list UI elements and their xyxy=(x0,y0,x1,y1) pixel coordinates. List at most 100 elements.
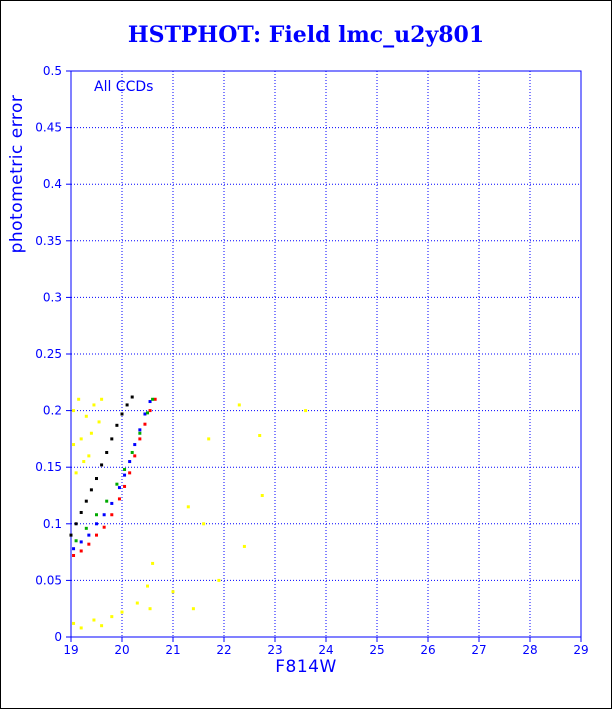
data-point xyxy=(87,533,91,537)
y-tick-label: 0.1 xyxy=(43,517,62,531)
data-point xyxy=(258,434,262,438)
chart-title: HSTPHOT: Field lmc_u2y801 xyxy=(127,22,485,48)
data-point xyxy=(69,533,73,537)
data-point xyxy=(84,526,88,530)
data-point xyxy=(151,561,155,565)
data-point xyxy=(202,522,206,526)
data-point xyxy=(133,443,137,447)
data-point xyxy=(84,499,88,503)
data-point xyxy=(79,510,83,514)
data-point xyxy=(143,412,147,416)
data-point xyxy=(110,513,114,517)
x-tick-label: 19 xyxy=(63,643,78,657)
data-point xyxy=(151,397,155,401)
x-tick-label: 22 xyxy=(216,643,231,657)
data-point xyxy=(115,482,119,486)
data-point xyxy=(110,437,114,441)
data-point xyxy=(171,590,175,594)
data-point xyxy=(77,397,81,401)
y-tick-label: 0.15 xyxy=(35,460,62,474)
data-point xyxy=(95,513,98,517)
x-axis-label: F814W xyxy=(275,657,337,677)
x-tick-label: 25 xyxy=(369,643,384,657)
data-point xyxy=(95,522,98,526)
data-point xyxy=(191,607,195,611)
x-tick-label: 21 xyxy=(165,643,180,657)
data-point xyxy=(138,431,142,435)
data-point xyxy=(237,403,241,407)
y-tick-label: 0.05 xyxy=(35,573,62,587)
data-point xyxy=(74,522,78,526)
data-point xyxy=(123,484,127,488)
data-point xyxy=(89,431,93,435)
data-point xyxy=(74,471,78,475)
data-point xyxy=(115,423,119,427)
x-tick-label: 27 xyxy=(471,643,486,657)
data-point xyxy=(87,542,91,546)
data-point xyxy=(92,403,96,407)
x-tick-label: 29 xyxy=(573,643,588,657)
data-point xyxy=(87,454,91,458)
chart-annotation: All CCDs xyxy=(94,79,154,95)
data-point xyxy=(148,400,152,404)
data-point xyxy=(128,471,132,475)
data-point xyxy=(117,486,121,490)
y-tick-label: 0.35 xyxy=(35,234,62,248)
data-point xyxy=(72,547,76,551)
data-point xyxy=(138,437,142,441)
data-point xyxy=(242,544,246,548)
data-point xyxy=(89,488,93,492)
data-point xyxy=(97,420,101,424)
data-point xyxy=(79,437,83,441)
data-point xyxy=(92,618,96,622)
data-point xyxy=(110,501,114,505)
data-point xyxy=(102,525,106,529)
data-point xyxy=(153,397,157,401)
x-tick-label: 20 xyxy=(114,643,129,657)
x-tick-label: 23 xyxy=(267,643,282,657)
data-point xyxy=(120,412,124,416)
data-point xyxy=(120,610,124,614)
data-point xyxy=(105,499,109,503)
y-tick-label: 0 xyxy=(54,630,62,644)
data-point xyxy=(148,607,152,611)
data-point xyxy=(100,397,104,401)
data-point xyxy=(143,422,147,426)
data-point xyxy=(125,403,129,407)
x-tick-label: 28 xyxy=(522,643,537,657)
y-tick-label: 0.3 xyxy=(43,290,62,304)
y-tick-label: 0.25 xyxy=(35,347,62,361)
data-point xyxy=(146,584,149,588)
data-point xyxy=(82,460,86,464)
data-point xyxy=(100,463,104,467)
data-point xyxy=(105,450,109,454)
data-point xyxy=(72,553,76,557)
data-point xyxy=(72,443,76,447)
y-tick-label: 0.2 xyxy=(43,404,62,418)
data-point xyxy=(123,467,127,471)
y-tick-label: 0.4 xyxy=(43,177,62,191)
y-tick-label: 0.5 xyxy=(43,64,62,78)
data-point xyxy=(79,626,83,630)
data-point xyxy=(72,409,76,413)
data-point xyxy=(102,513,106,517)
data-point xyxy=(217,578,221,582)
data-point xyxy=(148,409,152,413)
data-point xyxy=(130,450,134,454)
data-point xyxy=(207,437,211,441)
data-point xyxy=(260,494,264,497)
data-point xyxy=(138,428,142,432)
data-point xyxy=(128,460,132,464)
data-point xyxy=(95,533,98,537)
data-point xyxy=(110,615,114,619)
data-point xyxy=(133,454,137,458)
data-point xyxy=(72,621,76,625)
y-tick-label: 0.45 xyxy=(35,121,62,135)
data-point xyxy=(117,497,121,501)
data-point xyxy=(79,549,83,553)
x-tick-label: 26 xyxy=(420,643,435,657)
data-point xyxy=(135,601,139,605)
x-tick-label: 24 xyxy=(318,643,333,657)
data-point xyxy=(79,540,83,544)
